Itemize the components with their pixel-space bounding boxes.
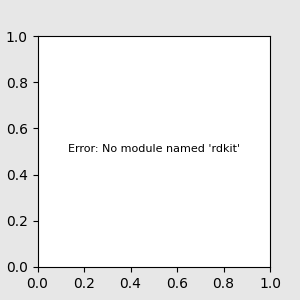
Text: Error: No module named 'rdkit': Error: No module named 'rdkit'	[68, 143, 240, 154]
